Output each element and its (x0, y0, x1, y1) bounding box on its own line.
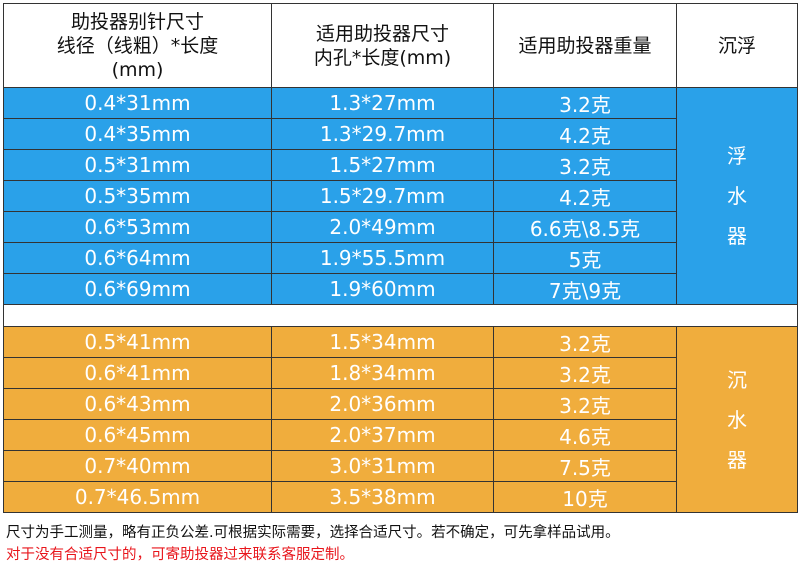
cell-pin-size: 0.6*53mm (3, 211, 272, 243)
cell-pin-size: 0.6*41mm (3, 357, 272, 389)
header-pin-size: 助投器别针尺寸 线径（线粗）*长度 (mm) (3, 3, 272, 88)
header-feeder-weight: 适用助投器重量 (493, 3, 677, 88)
header-feeder-size: 适用助投器尺寸 内孔*长度(mm) (271, 3, 494, 88)
cell-feeder-size: 3.0*31mm (271, 450, 494, 482)
sink-label-char: 器 (727, 447, 747, 472)
float-label-char: 浮 (727, 144, 747, 168)
cell-feeder-size: 1.3*27mm (271, 87, 494, 119)
header-pin-size-line2: 线径（线粗）*长度 (56, 34, 219, 57)
table-row: 0.5*41mm 1.5*34mm 3.2克 沉 水 器 (3, 326, 798, 513)
header-feeder-size-line2: 内孔*长度(mm) (313, 46, 452, 69)
cell-feeder-weight: 7.5克 (493, 450, 677, 482)
table-row: 0.5*35mm 1.5*29.7mm 4.2克 (3, 180, 798, 212)
table-row: 0.4*31mm 1.3*27mm 3.2克 浮 水 器 (3, 87, 798, 305)
table-row: 0.6*69mm 1.9*60mm 7克\9克 (3, 273, 798, 305)
cell-feeder-weight: 3.2克 (493, 388, 677, 420)
cell-pin-size: 0.6*43mm (3, 388, 272, 420)
group-separator (3, 304, 798, 327)
cell-feeder-weight: 6.6克\8.5克 (493, 211, 677, 243)
cell-feeder-size: 1.9*60mm (271, 273, 494, 305)
cell-pin-size: 0.6*45mm (3, 419, 272, 451)
cell-feeder-size: 1.9*55.5mm (271, 242, 494, 274)
cell-feeder-size: 1.5*34mm (271, 326, 494, 358)
cell-feeder-weight: 4.2克 (493, 118, 677, 150)
cell-pin-size: 0.4*35mm (3, 118, 272, 150)
cell-feeder-size: 2.0*37mm (271, 419, 494, 451)
cell-pin-size: 0.6*69mm (3, 273, 272, 305)
notes: 尺寸为手工测量，略有正负公差.可根据实际需要，选择合适尺寸。若不确定，可先拿样品… (6, 522, 796, 566)
cell-feeder-weight: 10克 (493, 481, 677, 513)
cell-pin-size: 0.7*40mm (3, 450, 272, 482)
header-pin-size-line3: (mm) (111, 58, 164, 81)
spec-table: 助投器别针尺寸 线径（线粗）*长度 (mm) 适用助投器尺寸 内孔*长度(mm)… (3, 3, 798, 513)
cell-feeder-size: 2.0*36mm (271, 388, 494, 420)
cell-feeder-weight: 4.2克 (493, 180, 677, 212)
cell-pin-size: 0.7*46.5mm (3, 481, 272, 513)
measurement-note: 尺寸为手工测量，略有正负公差.可根据实际需要，选择合适尺寸。若不确定，可先拿样品… (6, 525, 620, 541)
table-row: 0.6*43mm 2.0*36mm 3.2克 (3, 388, 798, 420)
cell-feeder-weight: 4.6克 (493, 419, 677, 451)
cell-pin-size: 0.5*41mm (3, 326, 272, 358)
cell-feeder-weight: 3.2克 (493, 87, 677, 119)
cell-pin-size: 0.5*31mm (3, 149, 272, 181)
float-label-char: 水 (727, 184, 747, 208)
float-label-char: 器 (727, 224, 747, 248)
group-separator-row (3, 304, 798, 327)
table-row: 0.6*53mm 2.0*49mm 6.6克\8.5克 (3, 211, 798, 243)
cell-pin-size: 0.4*31mm (3, 87, 272, 119)
table-row: 0.7*40mm 3.0*31mm 7.5克 (3, 450, 798, 482)
sink-group-label: 沉 水 器 (676, 326, 798, 513)
table-row: 0.7*46.5mm 3.5*38mm 10克 (3, 481, 798, 513)
cell-feeder-weight: 5克 (493, 242, 677, 274)
cell-feeder-size: 1.8*34mm (271, 357, 494, 389)
cell-pin-size: 0.6*64mm (3, 242, 272, 274)
cell-feeder-size: 2.0*49mm (271, 211, 494, 243)
cell-feeder-size: 1.5*29.7mm (271, 180, 494, 212)
table-row: 0.6*41mm 1.8*34mm 3.2克 (3, 357, 798, 389)
cell-feeder-weight: 3.2克 (493, 326, 677, 358)
cell-feeder-size: 3.5*38mm (271, 481, 494, 513)
header-feeder-size-line1: 适用助投器尺寸 (315, 22, 449, 45)
header-float-sink: 沉浮 (676, 3, 798, 88)
cell-feeder-weight: 3.2克 (493, 149, 677, 181)
table-row: 0.6*45mm 2.0*37mm 4.6克 (3, 419, 798, 451)
table-row: 0.4*35mm 1.3*29.7mm 4.2克 (3, 118, 798, 150)
cell-feeder-weight: 7克\9克 (493, 273, 677, 305)
sink-label-char: 水 (727, 407, 747, 432)
cell-pin-size: 0.5*35mm (3, 180, 272, 212)
table-row: 0.5*31mm 1.5*27mm 3.2克 (3, 149, 798, 181)
cell-feeder-size: 1.5*27mm (271, 149, 494, 181)
header-row: 助投器别针尺寸 线径（线粗）*长度 (mm) 适用助投器尺寸 内孔*长度(mm)… (3, 3, 798, 88)
float-group-label: 浮 水 器 (676, 87, 798, 305)
header-pin-size-line1: 助投器别针尺寸 (70, 10, 204, 33)
cell-feeder-weight: 3.2克 (493, 357, 677, 389)
sink-label-char: 沉 (727, 367, 747, 392)
custom-order-note: 对于没有合适尺寸的，可寄助投器过来联系客服定制。 (6, 547, 354, 563)
cell-feeder-size: 1.3*29.7mm (271, 118, 494, 150)
